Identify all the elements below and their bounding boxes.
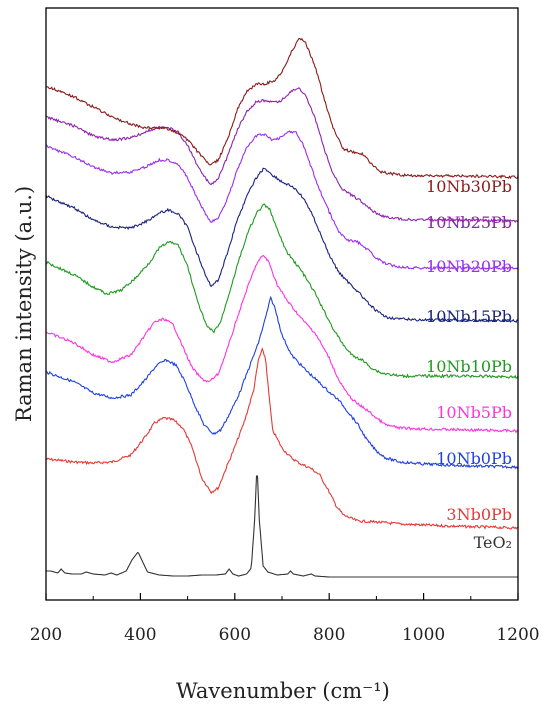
series-label: 10Nb5Pb bbox=[436, 403, 512, 422]
x-tick-label: 400 bbox=[124, 625, 156, 645]
x-axis-title: Wavenumber (cm⁻¹) bbox=[176, 679, 390, 703]
series-label: 10Nb0Pb bbox=[436, 449, 512, 468]
x-tick-label: 600 bbox=[219, 625, 251, 645]
series-curves bbox=[45, 37, 519, 578]
x-ticks: 200 400 600 800 1000 1200 bbox=[30, 593, 540, 645]
x-tick-label: 800 bbox=[313, 625, 345, 645]
x-tick-label: 1000 bbox=[402, 625, 445, 645]
series-label: TeO₂ bbox=[474, 533, 512, 552]
series-line bbox=[46, 254, 519, 434]
y-axis-title: Raman intensity (a.u.) bbox=[12, 186, 36, 422]
series-label: 10Nb15Pb bbox=[426, 307, 512, 326]
series-line bbox=[45, 347, 519, 530]
x-tick-label: 200 bbox=[30, 625, 62, 645]
series-label: 10Nb30Pb bbox=[426, 177, 512, 196]
series-label: 10Nb25Pb bbox=[426, 213, 512, 232]
series-labels: TeO₂ 3Nb0Pb 10Nb0Pb 10Nb5Pb 10Nb10Pb 10Nb15Pb… bbox=[426, 177, 512, 552]
series-line bbox=[45, 87, 519, 224]
series-label: 10Nb20Pb bbox=[426, 257, 512, 276]
series-line bbox=[46, 475, 518, 578]
series-line bbox=[45, 167, 519, 324]
series-label: 3Nb0Pb bbox=[446, 505, 512, 524]
series-line bbox=[45, 37, 519, 180]
series-line bbox=[45, 203, 519, 380]
series-line bbox=[45, 130, 519, 271]
x-tick-label: 1200 bbox=[496, 625, 539, 645]
series-line bbox=[45, 295, 519, 470]
series-label: 10Nb10Pb bbox=[426, 357, 512, 376]
